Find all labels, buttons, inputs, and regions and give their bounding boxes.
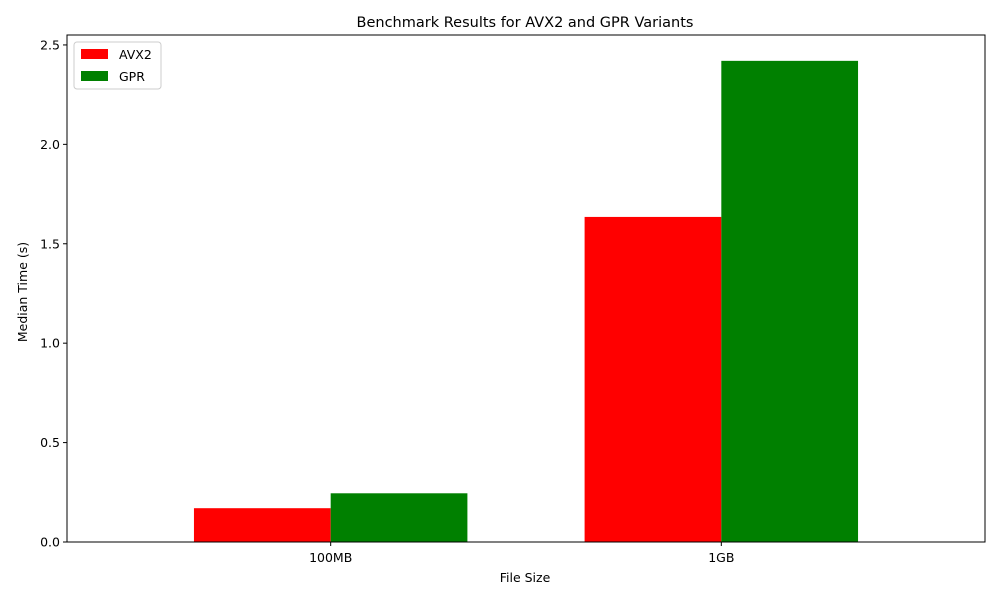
legend-swatch-avx2 [81,49,108,59]
bars-layer [193,60,859,543]
x-tick-label: 100MB [309,550,352,565]
y-tick-label: 0.0 [40,535,60,550]
y-tick-label: 1.0 [40,336,60,351]
bar-avx2-100mb [193,508,331,542]
legend: AVX2 GPR [73,41,162,90]
legend-swatch-gpr [81,71,108,81]
bar-gpr-1gb [721,60,859,543]
chart-title: Benchmark Results for AVX2 and GPR Varia… [357,15,694,31]
y-tick-label: 2.0 [40,137,60,152]
x-tick-label: 1GB [708,550,734,565]
legend-label-gpr: GPR [119,69,145,84]
bar-gpr-100mb [330,493,468,542]
y-tick-label: 1.5 [40,236,60,251]
y-tick-label: 2.5 [40,37,60,52]
axes-layer: 0.0 0.5 1.0 1.5 2.0 2.5 100MB 1GB [40,34,986,565]
plot-frame [66,34,986,543]
y-tick-label: 0.5 [40,435,60,450]
x-axis-label: File Size [500,570,551,585]
legend-label-avx2: AVX2 [119,47,152,62]
bar-avx2-1gb [584,216,722,542]
y-axis-label: Median Time (s) [15,242,30,342]
